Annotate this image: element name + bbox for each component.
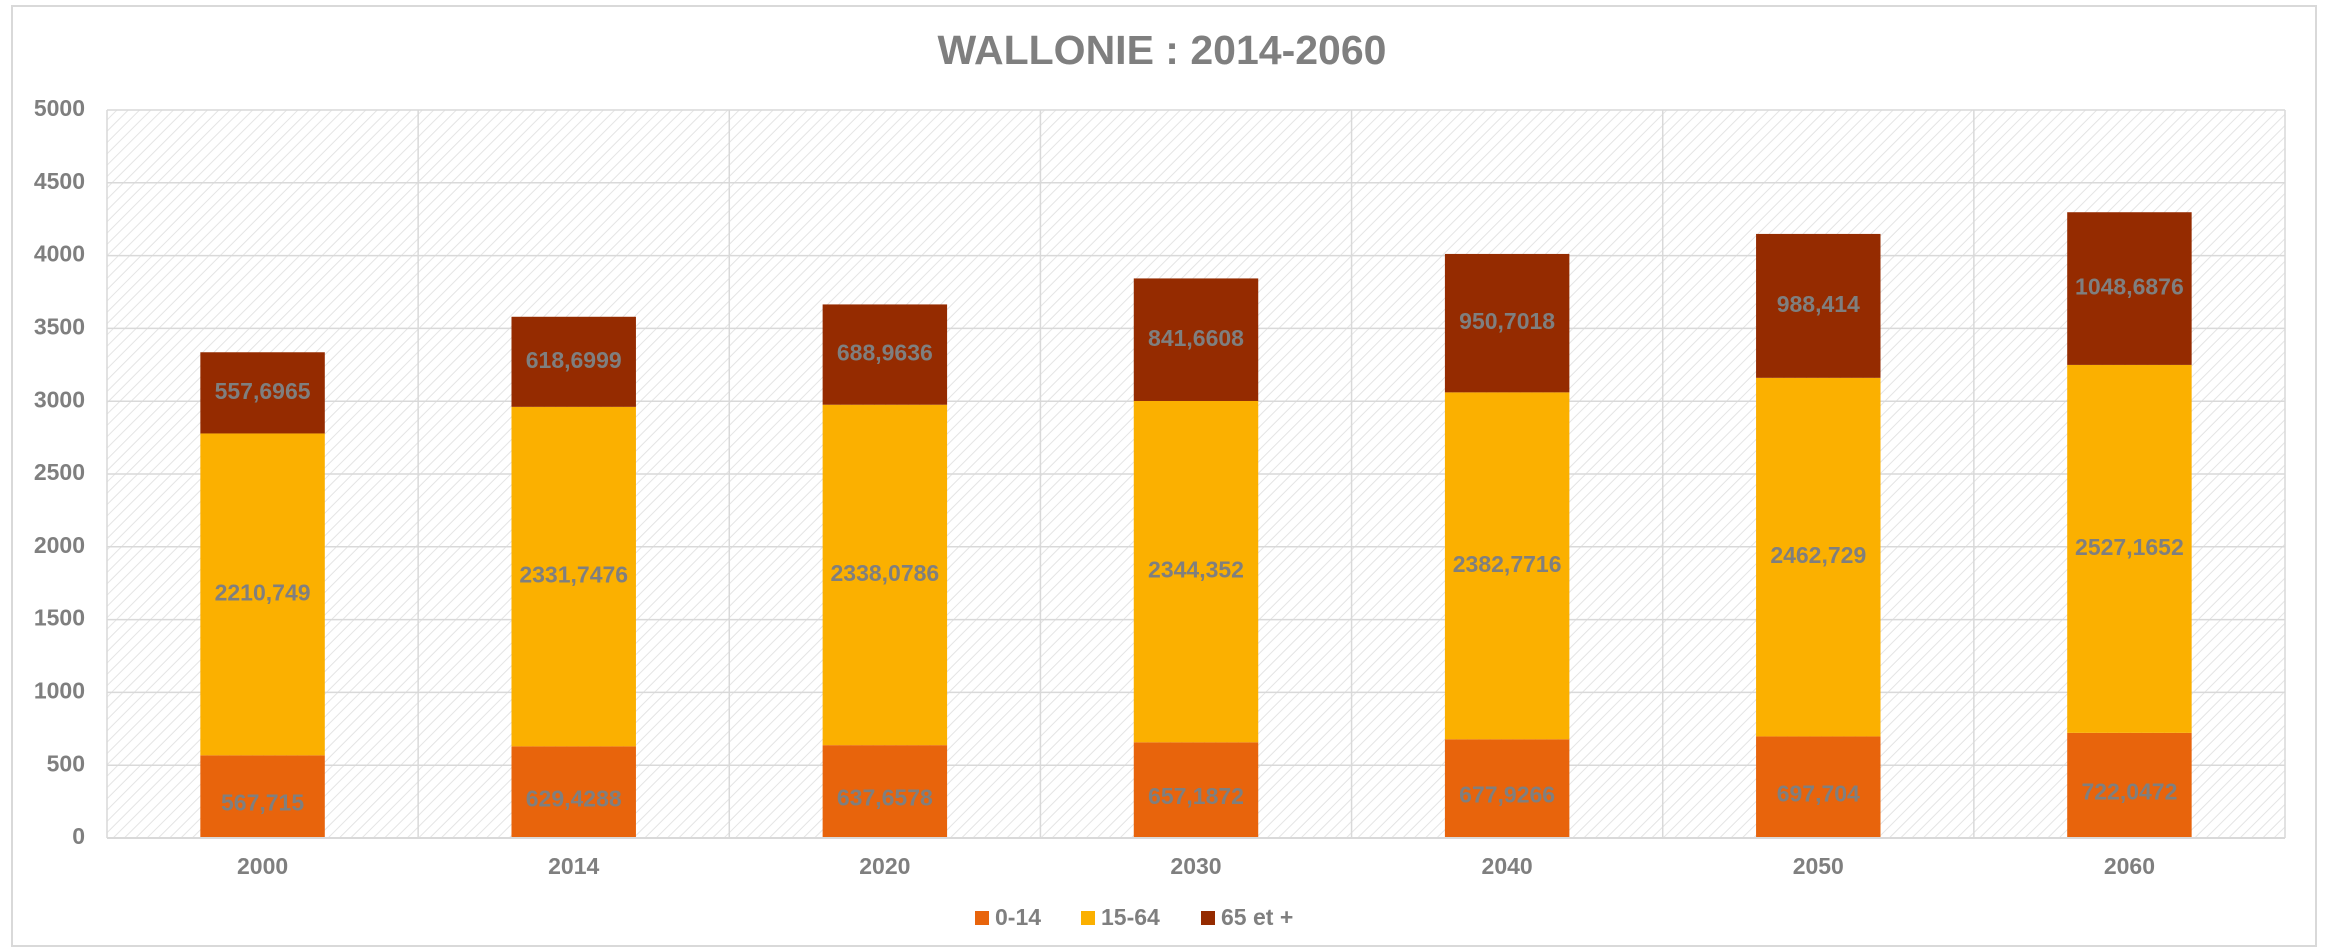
- bar-segment: [2067, 212, 2192, 365]
- data-label: 2382,7716: [1453, 551, 1562, 577]
- data-label: 841,6608: [1148, 325, 1244, 351]
- bar-segment: [1756, 377, 1881, 737]
- x-tick-label: 2050: [1793, 853, 1844, 879]
- bar-segment: [1133, 278, 1259, 401]
- bar-segment: [200, 755, 325, 838]
- x-tick-label: 2030: [1170, 853, 1221, 879]
- bar-segment: [1133, 742, 1259, 838]
- bar-segment: [2067, 732, 2192, 838]
- y-tick-label: 1500: [34, 605, 85, 631]
- bar-segment: [200, 433, 325, 756]
- bar-segment: [511, 746, 636, 838]
- data-label: 2344,352: [1148, 557, 1244, 583]
- data-label: 637,6578: [837, 785, 933, 811]
- y-tick-label: 4000: [34, 241, 85, 267]
- data-label: 722,0472: [2081, 779, 2177, 805]
- legend-swatch: [1201, 911, 1215, 925]
- data-label: 557,6965: [215, 378, 311, 404]
- data-label: 2210,749: [215, 579, 311, 605]
- y-tick-label: 500: [47, 750, 85, 776]
- y-tick-label: 3500: [34, 313, 85, 339]
- y-tick-label: 1000: [34, 677, 85, 703]
- bar-segment: [1756, 736, 1881, 838]
- data-label: 657,1872: [1148, 783, 1244, 809]
- bar-segment: [511, 316, 636, 407]
- x-tick-label: 2014: [548, 853, 599, 879]
- chart-title: WALLONIE : 2014-2060: [938, 27, 1387, 73]
- bar-segment: [1444, 392, 1570, 740]
- data-label: 2462,729: [1770, 542, 1866, 568]
- y-tick-label: 0: [72, 823, 85, 849]
- bar-segment: [511, 406, 636, 747]
- legend-label: 0-14: [995, 904, 1041, 930]
- data-label: 688,9636: [837, 340, 933, 366]
- bar-segment: [1756, 233, 1881, 378]
- data-label: 677,9266: [1459, 782, 1555, 808]
- data-label: 2338,0786: [830, 560, 939, 586]
- y-tick-label: 3000: [34, 386, 85, 412]
- legend-swatch: [1081, 911, 1095, 925]
- data-label: 2527,1652: [2075, 534, 2184, 560]
- bar-segment: [1133, 400, 1259, 743]
- x-tick-label: 2040: [1482, 853, 1533, 879]
- bar-segment: [822, 745, 948, 838]
- legend-swatch: [975, 911, 989, 925]
- y-tick-label: 5000: [34, 95, 85, 121]
- data-label: 988,414: [1777, 291, 1860, 317]
- bar-segment: [1444, 739, 1570, 838]
- bar-segment: [822, 404, 948, 746]
- x-tick-label: 2020: [859, 853, 910, 879]
- bar-segment: [1444, 253, 1570, 393]
- bar-segment: [2067, 364, 2192, 733]
- bar-segment: [822, 304, 948, 405]
- data-label: 697,704: [1777, 780, 1860, 806]
- data-label: 2331,7476: [519, 562, 628, 588]
- y-tick-label: 2000: [34, 532, 85, 558]
- data-label: 618,6999: [526, 347, 622, 373]
- data-label: 567,715: [221, 790, 304, 816]
- data-label: 1048,6876: [2075, 274, 2184, 300]
- data-label: 629,4288: [526, 785, 622, 811]
- bar-segment: [200, 352, 325, 434]
- x-tick-label: 2000: [237, 853, 288, 879]
- data-label: 950,7018: [1459, 308, 1555, 334]
- legend-label: 65 et +: [1221, 904, 1293, 930]
- x-tick-label: 2060: [2104, 853, 2155, 879]
- y-tick-label: 2500: [34, 459, 85, 485]
- y-tick-label: 4500: [34, 168, 85, 194]
- legend-label: 15-64: [1101, 904, 1160, 930]
